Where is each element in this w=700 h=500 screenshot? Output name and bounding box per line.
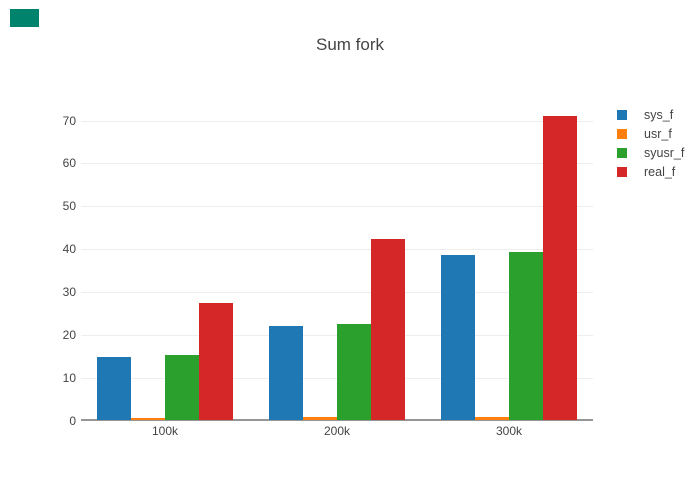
legend-swatch-icon bbox=[617, 166, 627, 177]
x-tick-label: 300k bbox=[495, 424, 523, 438]
y-tick-label: 70 bbox=[62, 114, 76, 128]
bar-sys_f-300k[interactable] bbox=[441, 255, 475, 420]
bar-sys_f-200k[interactable] bbox=[269, 326, 303, 420]
legend-item-usr_f[interactable]: usr_f bbox=[617, 124, 684, 143]
y-gridline bbox=[81, 292, 593, 293]
bar-sys_f-100k[interactable] bbox=[97, 357, 131, 420]
legend-swatch-icon bbox=[617, 128, 627, 139]
legend-label: syusr_f bbox=[644, 145, 685, 160]
corner-marker bbox=[10, 9, 39, 27]
y-tick-label: 0 bbox=[69, 414, 76, 428]
legend-swatch-icon bbox=[617, 147, 627, 158]
bar-syusr_f-300k[interactable] bbox=[509, 252, 543, 420]
y-gridline bbox=[81, 249, 593, 250]
bar-syusr_f-100k[interactable] bbox=[165, 355, 199, 420]
chart-title: Sum fork bbox=[315, 35, 385, 54]
y-tick-label: 50 bbox=[62, 199, 76, 213]
y-tick-label: 10 bbox=[62, 371, 76, 385]
y-gridline bbox=[81, 206, 593, 207]
bar-syusr_f-200k[interactable] bbox=[337, 324, 371, 420]
y-gridline bbox=[81, 121, 593, 122]
bar-real_f-300k[interactable] bbox=[543, 116, 577, 420]
legend-label: sys_f bbox=[644, 107, 674, 122]
legend-item-sys_f[interactable]: sys_f bbox=[617, 105, 684, 124]
legend: sys_f usr_f syusr_f real_f bbox=[617, 105, 684, 181]
legend-item-real_f[interactable]: real_f bbox=[617, 162, 684, 181]
legend-label: usr_f bbox=[644, 126, 672, 141]
bar-usr_f-200k[interactable] bbox=[303, 417, 337, 420]
bar-usr_f-100k[interactable] bbox=[131, 418, 165, 420]
legend-swatch-icon bbox=[617, 109, 627, 120]
y-tick-label: 30 bbox=[62, 285, 76, 299]
x-axis-zeroline bbox=[81, 419, 593, 421]
x-tick-label: 200k bbox=[323, 424, 351, 438]
y-gridline bbox=[81, 163, 593, 164]
y-tick-label: 40 bbox=[62, 242, 76, 256]
y-tick-label: 20 bbox=[62, 328, 76, 342]
bar-usr_f-300k[interactable] bbox=[475, 417, 509, 420]
legend-label: real_f bbox=[644, 164, 676, 179]
legend-item-syusr_f[interactable]: syusr_f bbox=[617, 143, 684, 162]
bar-real_f-100k[interactable] bbox=[199, 303, 233, 420]
x-tick-label: 100k bbox=[151, 424, 179, 438]
y-tick-label: 60 bbox=[62, 156, 76, 170]
bar-real_f-200k[interactable] bbox=[371, 239, 405, 420]
